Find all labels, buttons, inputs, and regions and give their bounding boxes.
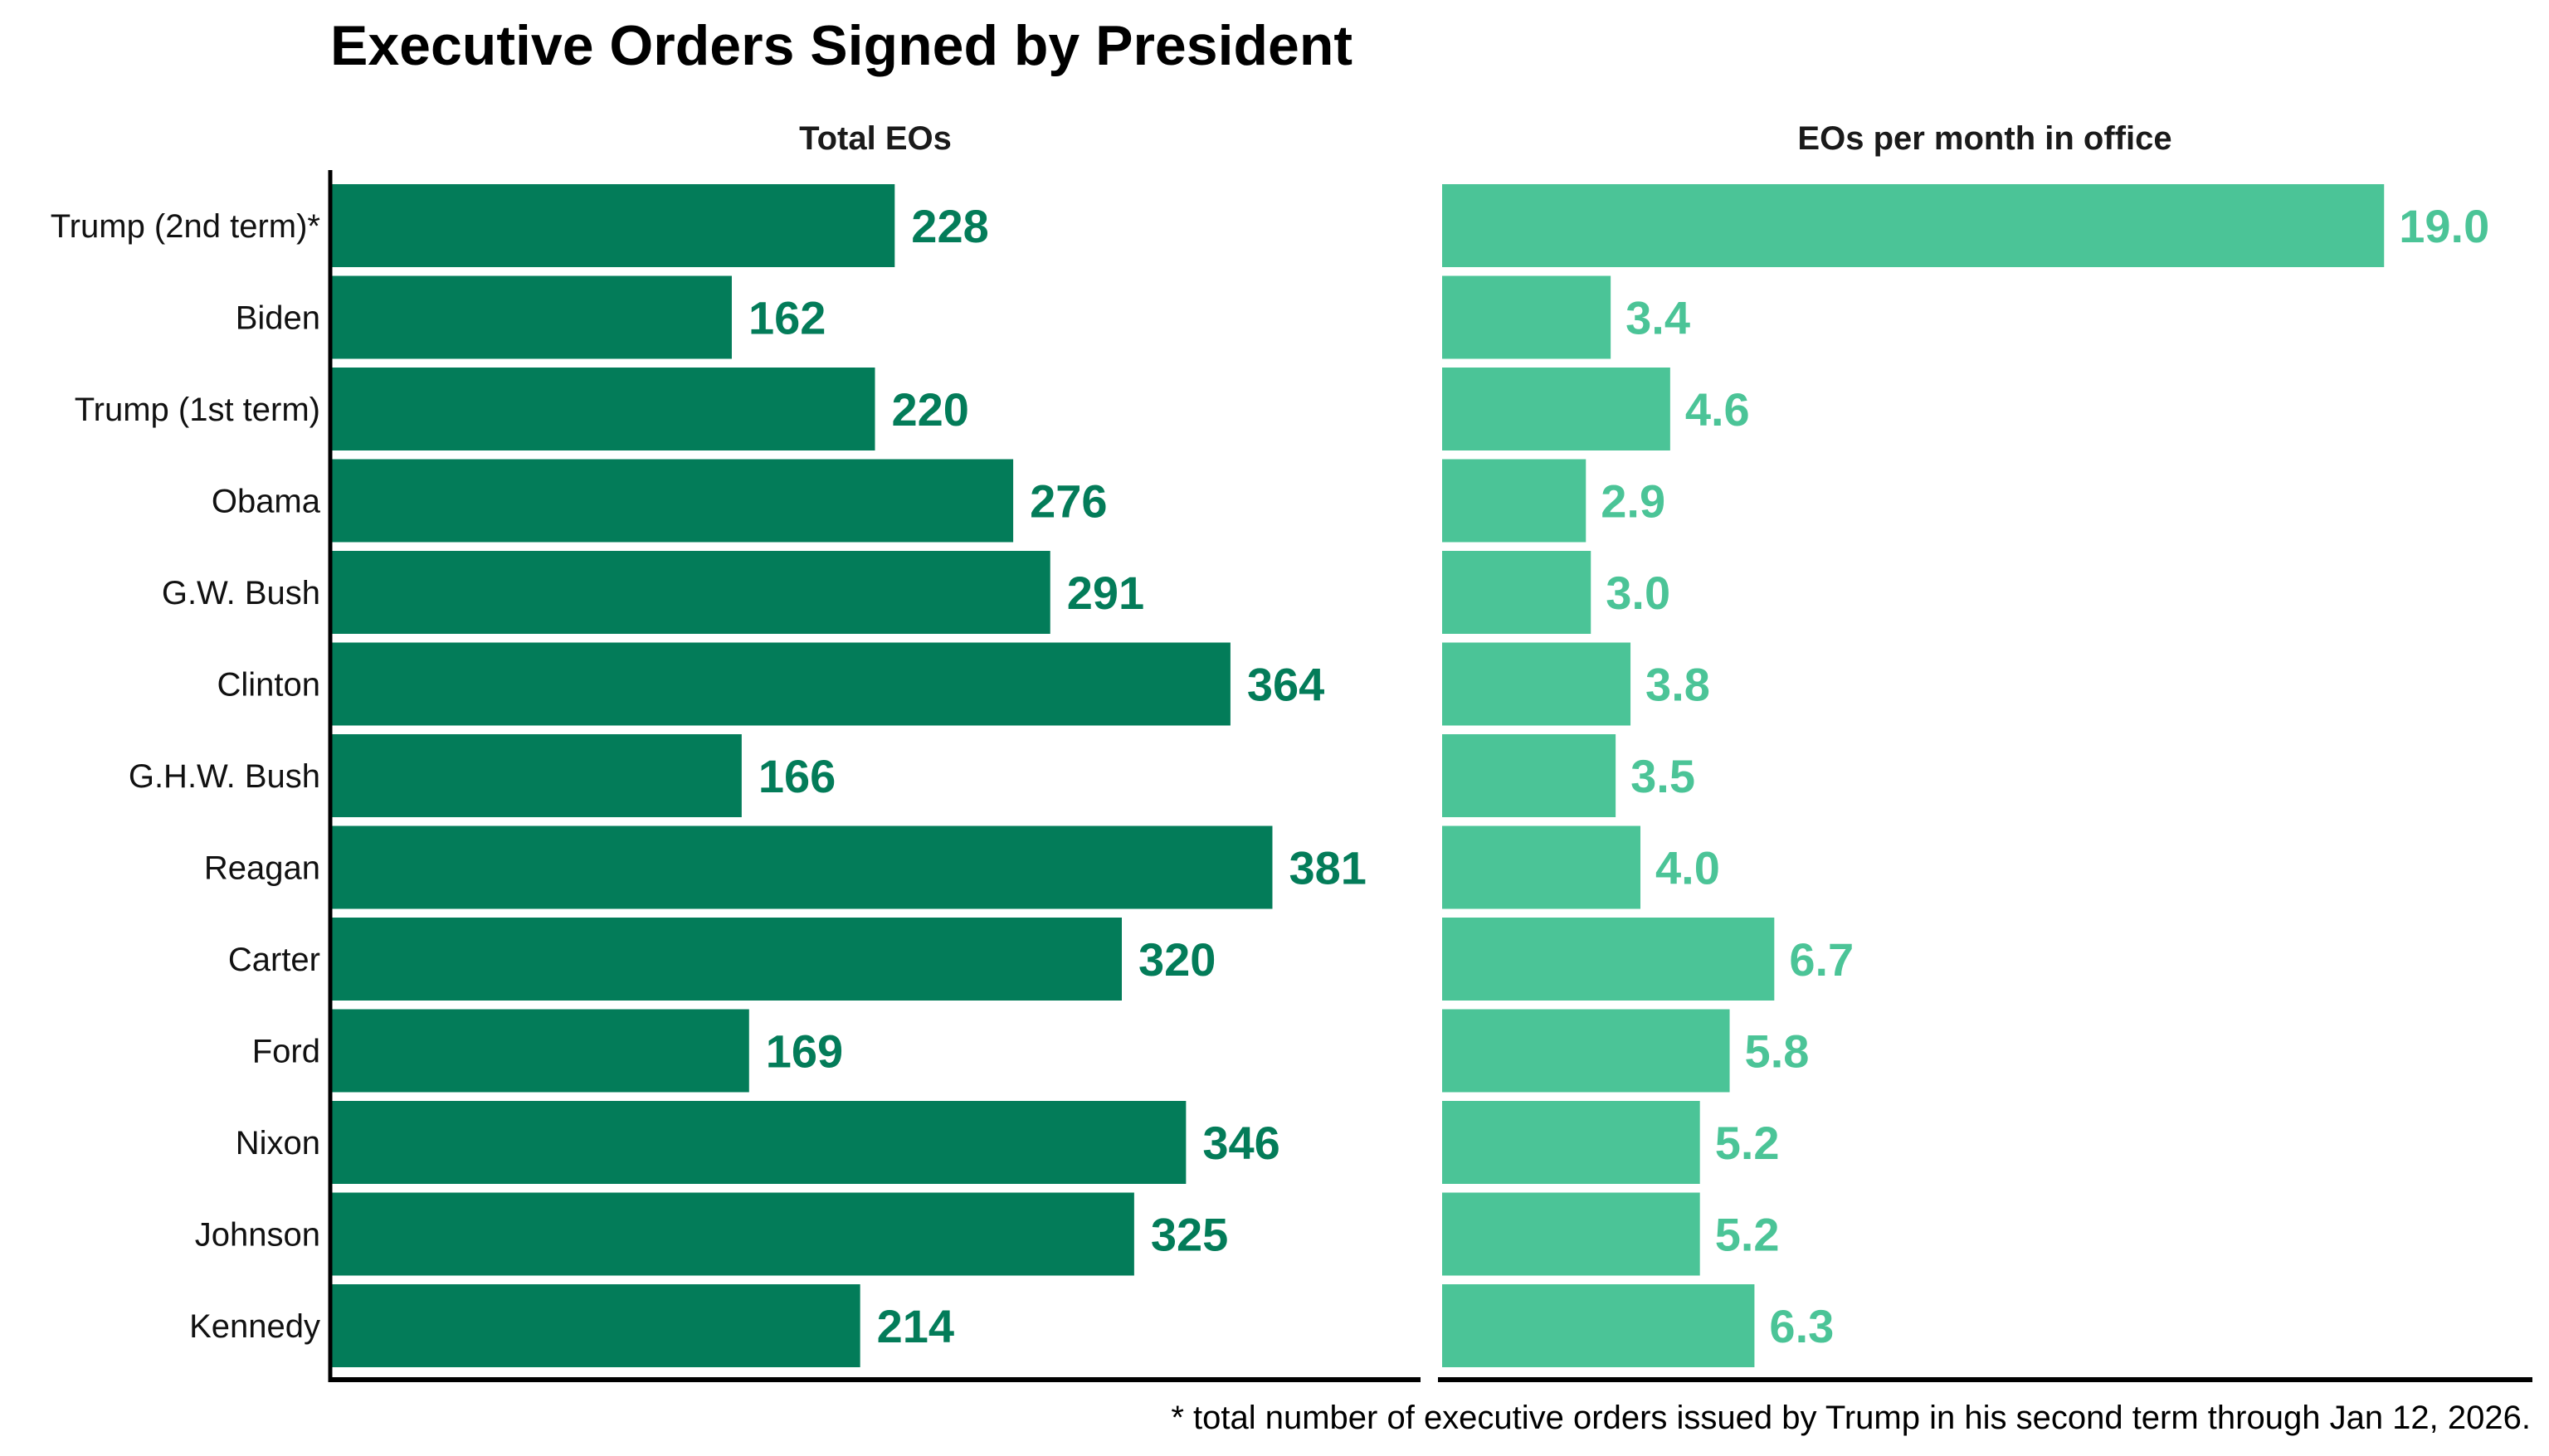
- eos-per-month-value-label: 3.5: [1630, 750, 1695, 802]
- eos-per-month-value-label: 6.7: [1789, 933, 1854, 986]
- total-eos-bar: [332, 1009, 749, 1093]
- total-eos-value-label: 325: [1151, 1209, 1228, 1261]
- total-eos-bar: [332, 1192, 1134, 1276]
- category-label: Johnson: [195, 1217, 320, 1254]
- eos-per-month-bar: [1442, 275, 1611, 359]
- total-eos-bar: [332, 184, 895, 267]
- total-eos-value-label: 162: [748, 292, 826, 344]
- total-eos-bar: [332, 275, 732, 359]
- eos-per-month-value-label: 4.0: [1655, 842, 1720, 894]
- eos-per-month-bar: [1442, 1009, 1730, 1093]
- eos-per-month-value-label: 2.9: [1601, 475, 1665, 528]
- total-eos-bar: [332, 551, 1050, 634]
- category-label: Clinton: [217, 667, 320, 704]
- total-eos-value-label: 291: [1067, 567, 1144, 619]
- category-label: Carter: [228, 942, 320, 978]
- total-eos-value-label: 166: [758, 750, 836, 802]
- total-eos-value-label: 169: [766, 1025, 843, 1078]
- footnote: * total number of executive orders issue…: [1171, 1400, 2531, 1436]
- eos-per-month-value-label: 5.2: [1715, 1117, 1780, 1169]
- eos-per-month-value-label: 5.2: [1715, 1209, 1780, 1261]
- eos-per-month-bar: [1442, 642, 1631, 726]
- total-eos-value-label: 364: [1247, 659, 1324, 711]
- category-label: Biden: [236, 300, 320, 337]
- eos-per-month-bar: [1442, 734, 1616, 817]
- eos-per-month-value-label: 4.6: [1685, 383, 1750, 436]
- category-label: Obama: [212, 484, 321, 520]
- total-eos-value-label: 320: [1138, 933, 1216, 986]
- left-panel-bars: 228 162 220 276 291 364 166 381 320 169 346 325 214: [332, 184, 1367, 1367]
- total-eos-bar: [332, 734, 742, 817]
- left-panel-title: Total EOs: [799, 120, 952, 157]
- category-label: Trump (1st term): [75, 392, 320, 428]
- total-eos-bar: [332, 1284, 860, 1367]
- total-eos-bar: [332, 918, 1122, 1001]
- eos-per-month-value-label: 3.8: [1645, 659, 1710, 711]
- total-eos-value-label: 220: [892, 383, 969, 436]
- total-eos-value-label: 346: [1202, 1117, 1279, 1169]
- eos-per-month-bar: [1442, 551, 1591, 634]
- category-label: Reagan: [204, 850, 320, 887]
- total-eos-value-label: 228: [911, 200, 988, 252]
- right-panel-bars: 19.0 3.4 4.6 2.9 3.0 3.8 3.5 4.0 6.7 5.8 5.2 5.2 6.3: [1442, 184, 2489, 1367]
- eos-per-month-bar: [1442, 459, 1586, 543]
- chart-title: Executive Orders Signed by President: [330, 14, 1352, 77]
- eos-per-month-value-label: 19.0: [2399, 200, 2489, 252]
- eos-per-month-bar: [1442, 825, 1640, 909]
- eos-per-month-bar: [1442, 1101, 1700, 1184]
- total-eos-bar: [332, 642, 1231, 726]
- total-eos-bar: [332, 459, 1014, 543]
- eos-per-month-bar: [1442, 918, 1775, 1001]
- total-eos-bar: [332, 1101, 1187, 1184]
- eos-per-month-bar: [1442, 368, 1670, 450]
- eos-per-month-value-label: 3.4: [1625, 292, 1690, 344]
- category-label: G.H.W. Bush: [129, 758, 320, 795]
- category-label: Ford: [252, 1034, 320, 1070]
- category-label: Kennedy: [189, 1308, 320, 1345]
- eos-per-month-bar: [1442, 184, 2385, 267]
- category-label: G.W. Bush: [162, 575, 320, 611]
- category-label: Trump (2nd term)*: [51, 208, 320, 245]
- total-eos-value-label: 381: [1289, 842, 1366, 894]
- eos-per-month-value-label: 5.8: [1745, 1025, 1810, 1078]
- eos-per-month-bar: [1442, 1192, 1700, 1276]
- right-panel-title: EOs per month in office: [1797, 120, 2171, 157]
- total-eos-bar: [332, 825, 1273, 909]
- eos-per-month-value-label: 3.0: [1606, 567, 1670, 619]
- eos-per-month-value-label: 6.3: [1769, 1300, 1834, 1352]
- category-labels: Trump (2nd term)* Biden Trump (1st term) Ob…: [51, 208, 321, 1345]
- total-eos-value-label: 214: [877, 1300, 954, 1352]
- eos-per-month-bar: [1442, 1284, 1755, 1367]
- total-eos-bar: [332, 368, 875, 450]
- total-eos-value-label: 276: [1030, 475, 1107, 528]
- category-label: Nixon: [236, 1125, 320, 1161]
